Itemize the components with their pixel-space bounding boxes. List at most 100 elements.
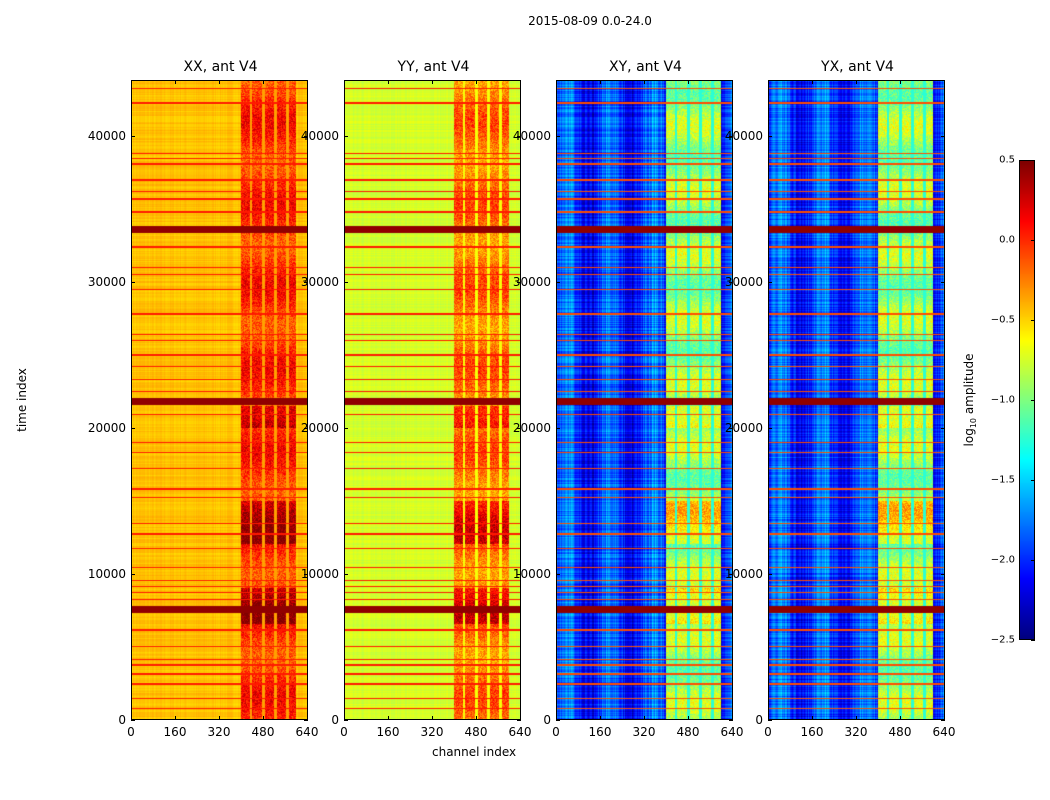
x-tick-mark xyxy=(556,716,557,720)
x-tick-label: 160 xyxy=(376,725,400,739)
colorbar-tick-label: −2.0 xyxy=(990,554,1015,566)
colorbar-tick-mark xyxy=(1031,320,1035,321)
panel-title: YX, ant V4 xyxy=(821,59,894,75)
colorbar-tick-mark xyxy=(1031,640,1035,641)
x-tick-mark xyxy=(768,716,769,720)
x-tick-label: 160 xyxy=(163,725,187,739)
x-tick-label: 0 xyxy=(552,725,560,739)
x-tick-mark xyxy=(944,716,945,720)
x-tick-mark xyxy=(219,80,220,84)
y-tick-mark xyxy=(517,720,521,721)
heatmap-panel-2: XY, ant V4 xyxy=(556,59,733,720)
y-tick-mark xyxy=(344,427,348,429)
y-tick-mark xyxy=(131,135,135,137)
x-tick-mark xyxy=(520,716,521,720)
x-tick-mark xyxy=(388,716,389,720)
x-tick-mark xyxy=(600,80,601,84)
y-tick-label: 20000 xyxy=(300,420,339,435)
x-tick-mark xyxy=(175,716,176,720)
panel-title: XY, ant V4 xyxy=(609,59,682,75)
x-tick-label: 0 xyxy=(764,725,772,739)
figure-title: 2015-08-09 0.0-24.0 xyxy=(528,14,652,28)
x-tick-mark xyxy=(388,80,389,84)
x-tick-mark xyxy=(476,716,477,720)
y-tick-label: 0 xyxy=(543,713,551,727)
x-tick-mark xyxy=(344,716,345,720)
panel-title: YY, ant V4 xyxy=(397,59,470,75)
y-tick-mark xyxy=(941,427,945,429)
y-tick-label: 10000 xyxy=(512,566,551,581)
colorbar-gradient xyxy=(1020,161,1034,639)
y-tick-mark xyxy=(304,281,308,283)
x-tick-label: 160 xyxy=(588,725,612,739)
colorbar-tick-label: −1.5 xyxy=(990,474,1015,486)
y-tick-mark xyxy=(304,427,308,429)
y-tick-mark xyxy=(344,573,348,575)
panel-title: XX, ant V4 xyxy=(183,59,258,75)
y-tick-mark xyxy=(344,281,348,283)
y-tick-mark xyxy=(768,720,772,721)
x-tick-label: 160 xyxy=(800,725,824,739)
x-tick-mark xyxy=(900,716,901,720)
colorbar-tick-mark xyxy=(1031,480,1035,481)
x-tick-label: 320 xyxy=(420,725,444,739)
y-tick-label: 10000 xyxy=(724,566,763,581)
x-tick-label: 640 xyxy=(932,725,956,739)
x-tick-mark xyxy=(307,716,308,720)
colorbar-label: log10 amplitude xyxy=(961,353,979,447)
y-axis-label: time index xyxy=(15,368,29,432)
x-tick-mark xyxy=(644,716,645,720)
y-tick-mark xyxy=(729,135,733,137)
y-tick-label: 40000 xyxy=(300,128,339,143)
x-tick-mark xyxy=(732,716,733,720)
x-tick-mark xyxy=(900,80,901,84)
colorbar-tick-mark xyxy=(1031,160,1035,161)
colorbar-tick-label: −1.0 xyxy=(990,394,1015,406)
x-tick-label: 640 xyxy=(508,725,532,739)
colorbar-tick-mark xyxy=(1031,400,1035,401)
y-tick-label: 0 xyxy=(331,713,339,727)
y-tick-mark xyxy=(768,573,772,575)
y-tick-mark xyxy=(131,573,135,575)
y-tick-label: 10000 xyxy=(300,566,339,581)
x-tick-label: 320 xyxy=(207,725,231,739)
x-tick-label: 480 xyxy=(676,725,700,739)
y-tick-label: 20000 xyxy=(512,420,551,435)
y-tick-mark xyxy=(729,281,733,283)
y-tick-label: 20000 xyxy=(87,420,126,435)
heatmap-image xyxy=(557,81,732,719)
y-tick-label: 30000 xyxy=(512,274,551,289)
x-tick-mark xyxy=(344,80,345,84)
y-tick-label: 40000 xyxy=(87,128,126,143)
x-tick-mark xyxy=(732,80,733,84)
x-tick-mark xyxy=(307,80,308,84)
x-tick-label: 480 xyxy=(464,725,488,739)
y-tick-mark xyxy=(304,573,308,575)
x-tick-mark xyxy=(688,716,689,720)
x-tick-label: 320 xyxy=(844,725,868,739)
x-tick-mark xyxy=(520,80,521,84)
colorbar-tick-label: −0.5 xyxy=(990,314,1015,326)
y-tick-mark xyxy=(729,573,733,575)
x-tick-mark xyxy=(812,716,813,720)
heatmap-panel-1: YY, ant V4 xyxy=(344,59,521,720)
x-tick-label: 480 xyxy=(251,725,275,739)
x-tick-label: 480 xyxy=(888,725,912,739)
y-tick-mark xyxy=(517,135,521,137)
y-tick-mark xyxy=(941,135,945,137)
heatmap-image xyxy=(345,81,520,719)
x-tick-label: 320 xyxy=(632,725,656,739)
y-tick-mark xyxy=(344,135,348,137)
y-tick-mark xyxy=(768,281,772,283)
x-tick-mark xyxy=(556,80,557,84)
heatmap-panel-3: YX, ant V4 xyxy=(768,59,945,720)
y-tick-mark xyxy=(556,135,560,137)
heatmap-panel-0: XX, ant V4 xyxy=(131,59,308,720)
x-tick-mark xyxy=(131,716,132,720)
colorbar-tick-label: −2.5 xyxy=(990,634,1015,646)
y-tick-label: 30000 xyxy=(300,274,339,289)
colorbar-tick-label: 0.5 xyxy=(999,154,1015,166)
y-tick-mark xyxy=(941,281,945,283)
y-tick-mark xyxy=(517,281,521,283)
